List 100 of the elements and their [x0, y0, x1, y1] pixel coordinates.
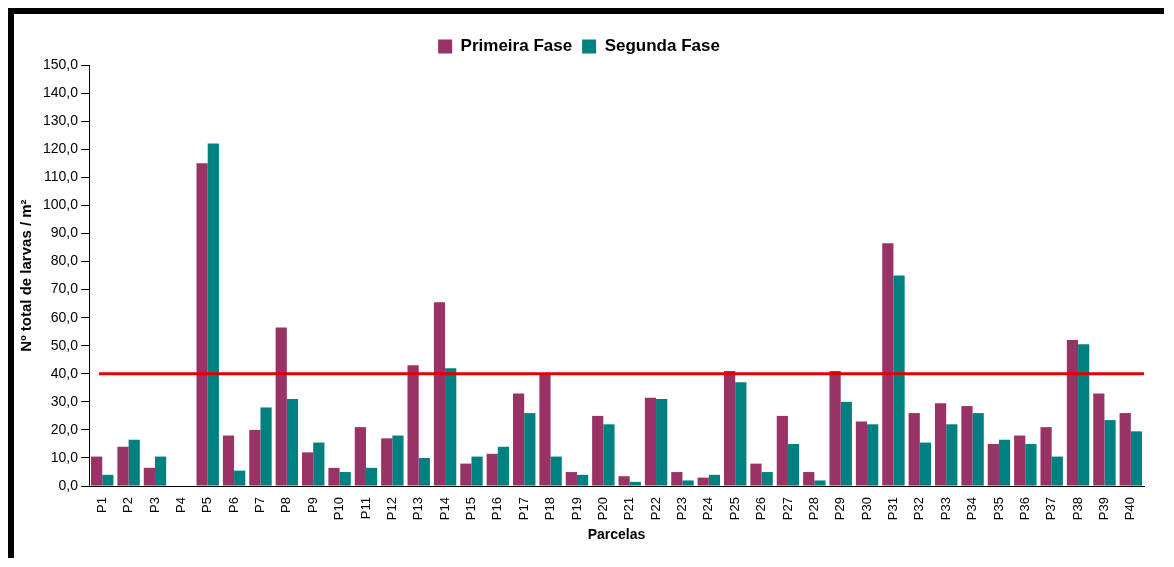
bar	[1066, 340, 1079, 486]
x-tick-label: P38	[1069, 497, 1085, 521]
bar	[735, 382, 747, 486]
bar	[776, 415, 788, 486]
y-tick-label: 100,0	[42, 196, 79, 213]
x-tick-label: P17	[515, 497, 531, 521]
x-tick-label: P18	[542, 497, 558, 521]
legend-label: Primeira Fase	[460, 36, 573, 56]
x-tick-label: P30	[858, 497, 874, 521]
x-tick-label: P14	[436, 497, 452, 521]
x-tick-label: P33	[937, 497, 953, 521]
x-tick-label: P27	[779, 497, 795, 521]
y-tick-label: 80,0	[50, 252, 79, 269]
x-tick-label: P29	[832, 497, 848, 521]
bar	[196, 163, 208, 486]
y-tick-label: 140,0	[42, 83, 79, 100]
bar	[855, 421, 868, 486]
x-tick-label: P25	[726, 497, 742, 521]
x-tick-label: P40	[1122, 497, 1138, 521]
x-tick-label: P12	[383, 497, 399, 521]
bar	[829, 370, 841, 486]
bar	[392, 435, 404, 486]
bar	[497, 446, 510, 486]
bar	[998, 439, 1011, 486]
bar	[286, 399, 299, 486]
x-tick-label: P24	[700, 497, 716, 521]
x-tick-label: P7	[252, 497, 268, 513]
bar	[761, 472, 773, 486]
x-tick-label: P34	[964, 497, 980, 521]
bar	[513, 393, 525, 486]
bar	[154, 456, 167, 486]
bar	[365, 467, 378, 486]
bar	[102, 474, 114, 486]
bar	[445, 368, 457, 486]
y-tick-label: 50,0	[50, 336, 79, 353]
bar	[814, 480, 826, 486]
x-tick-label: P11	[357, 497, 373, 520]
bar	[486, 453, 498, 486]
bar	[961, 406, 973, 486]
bar	[682, 480, 694, 486]
x-axis-title: Parcelas	[587, 526, 646, 543]
x-tick-label: P15	[463, 497, 479, 521]
bar	[1078, 344, 1090, 486]
bar	[708, 474, 721, 486]
bar	[592, 415, 604, 486]
x-tick-label: P6	[225, 497, 241, 513]
bar	[671, 472, 683, 486]
bar	[576, 474, 589, 486]
bar	[908, 413, 920, 486]
x-tick-label: P28	[805, 497, 821, 521]
bar	[987, 443, 999, 486]
y-tick-label: 120,0	[42, 140, 79, 157]
y-tick-label: 70,0	[50, 280, 79, 297]
y-tick-label: 130,0	[42, 112, 79, 128]
x-tick-label: P23	[674, 497, 690, 521]
y-tick-label: 110,0	[44, 168, 79, 185]
bar	[840, 401, 852, 486]
bar	[882, 243, 894, 486]
x-tick-label: P20	[594, 497, 610, 521]
x-tick-label: P16	[489, 497, 505, 521]
bar	[603, 424, 615, 486]
bar	[91, 456, 103, 486]
bar	[644, 397, 657, 486]
bar	[433, 302, 446, 486]
bar	[919, 442, 932, 486]
bar	[867, 424, 879, 486]
bar	[697, 477, 709, 486]
bar	[946, 424, 958, 486]
x-tick-label: P1	[93, 497, 109, 513]
y-tick-label: 60,0	[50, 308, 79, 325]
bar	[460, 463, 472, 486]
y-tick-label: 150,0	[42, 55, 79, 72]
x-tick-label: P37	[1043, 497, 1059, 521]
bar	[117, 446, 129, 486]
bar	[471, 456, 483, 486]
bar	[407, 365, 419, 486]
x-tick-label: P13	[410, 497, 426, 521]
y-tick-label: 30,0	[50, 392, 79, 409]
x-tick-label: P22	[647, 497, 663, 521]
bar	[750, 463, 762, 486]
bar	[354, 427, 366, 486]
bar	[302, 452, 314, 486]
legend-label: Segunda Fase	[604, 36, 720, 56]
bar	[128, 439, 140, 486]
y-tick-label: 20,0	[50, 420, 79, 437]
bar	[550, 456, 562, 486]
bar	[565, 472, 577, 486]
bar	[222, 435, 235, 486]
bar	[893, 275, 905, 486]
bar	[260, 407, 272, 486]
x-tick-label: P5	[199, 497, 215, 513]
x-tick-label: P19	[568, 497, 584, 521]
x-tick-label: P31	[885, 497, 901, 521]
y-tick-label: 90,0	[50, 224, 79, 241]
bar	[1040, 427, 1052, 486]
x-tick-label: P21	[621, 497, 637, 521]
x-tick-label: P26	[753, 497, 769, 521]
bar	[723, 370, 736, 486]
bar	[249, 429, 261, 486]
y-tick-label: 10,0	[50, 448, 79, 465]
